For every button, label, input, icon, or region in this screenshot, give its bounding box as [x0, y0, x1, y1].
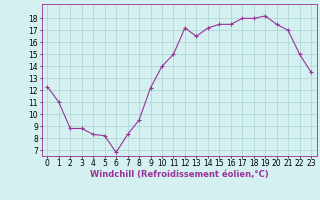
X-axis label: Windchill (Refroidissement éolien,°C): Windchill (Refroidissement éolien,°C): [90, 170, 268, 179]
